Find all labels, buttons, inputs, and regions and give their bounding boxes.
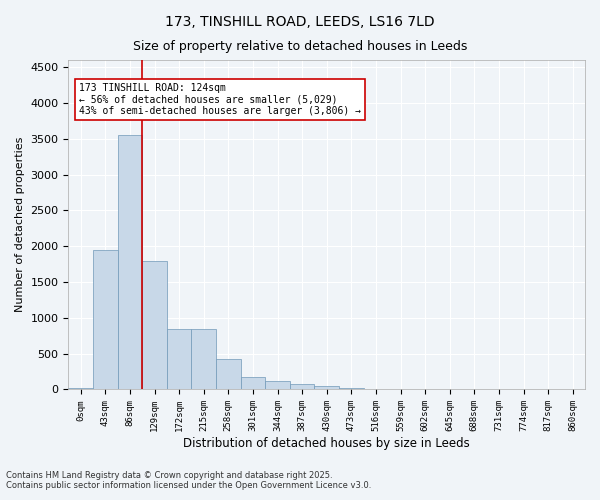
Bar [93,250,118,390]
Text: Size of property relative to detached houses in Leeds: Size of property relative to detached ho… [133,40,467,53]
Bar [142,260,167,390]
Text: 173, TINSHILL ROAD, LEEDS, LS16 7LD: 173, TINSHILL ROAD, LEEDS, LS16 7LD [165,15,435,29]
Bar [216,358,241,390]
Bar [364,389,388,390]
Y-axis label: Number of detached properties: Number of detached properties [15,137,25,312]
Bar [339,388,364,390]
Bar [167,328,191,390]
Bar [314,386,339,390]
X-axis label: Distribution of detached houses by size in Leeds: Distribution of detached houses by size … [184,437,470,450]
Bar [241,377,265,390]
Bar [290,384,314,390]
Bar [118,135,142,390]
Text: 173 TINSHILL ROAD: 124sqm
← 56% of detached houses are smaller (5,029)
43% of se: 173 TINSHILL ROAD: 124sqm ← 56% of detac… [79,83,361,116]
Bar [265,381,290,390]
Text: Contains HM Land Registry data © Crown copyright and database right 2025.
Contai: Contains HM Land Registry data © Crown c… [6,470,371,490]
Bar [191,328,216,390]
Bar [68,388,93,390]
